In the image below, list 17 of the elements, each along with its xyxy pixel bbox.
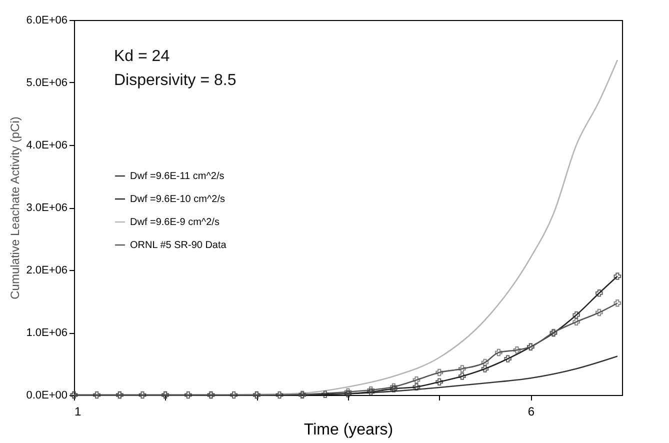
x-axis-title: Time (years) xyxy=(304,422,394,438)
annotation: Dispersivity = 8.5 xyxy=(114,72,236,89)
y-tick-label: 6.0E+06 xyxy=(26,14,68,26)
y-axis-title: Cumulative Leachate Activity (pCi) xyxy=(8,116,22,300)
y-tick-label: 2.0E+06 xyxy=(26,264,68,276)
legend-label: ORNL #5 SR-90 Data xyxy=(130,240,227,251)
y-tick-label: 0.0E+00 xyxy=(26,390,68,402)
x-tick-label: 6 xyxy=(528,404,535,418)
y-tick-label: 1.0E+06 xyxy=(26,327,68,339)
y-tick-label: 3.0E+06 xyxy=(26,202,68,214)
x-tick-label: 1 xyxy=(74,404,82,418)
annotation: Kd = 24 xyxy=(114,48,170,65)
legend-label: Dwf =9.6E-10 cm^2/s xyxy=(130,194,226,205)
y-tick-label: 5.0E+06 xyxy=(26,77,68,89)
legend-label: Dwf =9.6E-11 cm^2/s xyxy=(130,171,224,182)
legend-label: Dwf =9.6E-9 cm^2/s xyxy=(130,217,220,228)
y-tick-label: 4.0E+06 xyxy=(26,140,68,152)
